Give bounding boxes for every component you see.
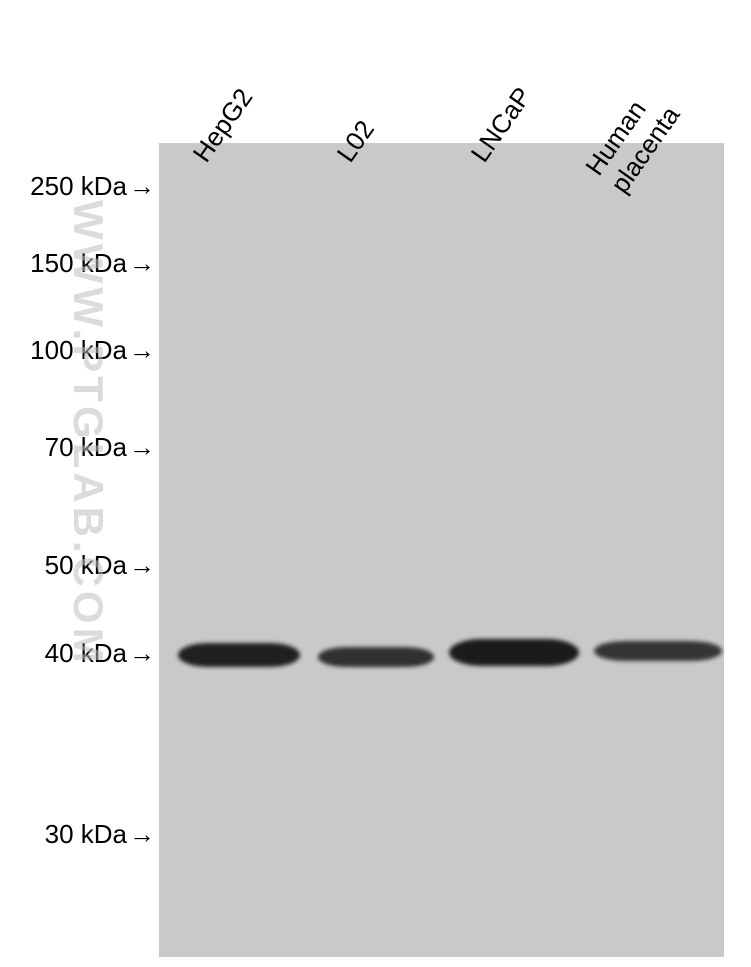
blot-band: [449, 639, 579, 666]
western-blot-figure: HepG2L02LNCaPHuman placenta 250 kDa→150 …: [0, 0, 751, 967]
blot-band: [178, 643, 300, 667]
arrow-right-icon: →: [129, 819, 155, 850]
marker-value: 30 kDa: [45, 819, 127, 849]
marker-value: 250 kDa: [30, 171, 127, 201]
arrow-right-icon: →: [129, 248, 155, 279]
arrow-right-icon: →: [129, 550, 155, 581]
blot-membrane: [159, 143, 724, 957]
blot-band: [594, 641, 722, 661]
arrow-right-icon: →: [129, 335, 155, 366]
arrow-right-icon: →: [129, 432, 155, 463]
marker-label: 30 kDa→: [45, 819, 155, 850]
marker-label: 250 kDa→: [30, 171, 155, 202]
arrow-right-icon: →: [129, 638, 155, 669]
blot-band: [318, 647, 434, 667]
watermark-text: WWW.PTGLAB.COM: [64, 200, 112, 667]
arrow-right-icon: →: [129, 171, 155, 202]
